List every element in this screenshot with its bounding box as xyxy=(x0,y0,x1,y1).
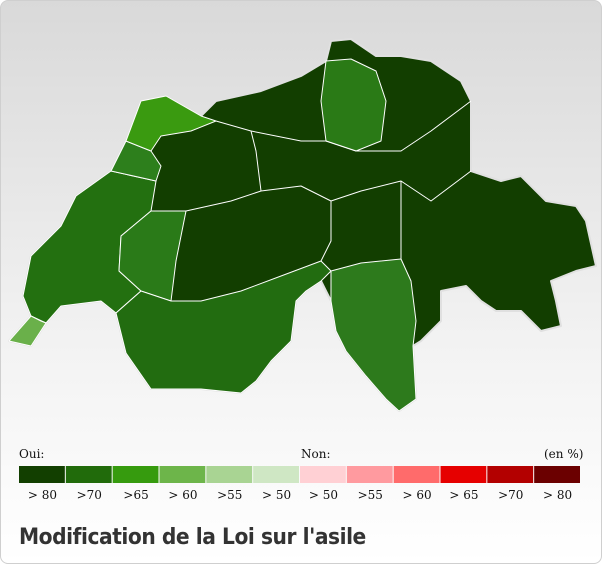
legend-yes: Oui: xyxy=(19,447,44,461)
legend: > 80 >70 >65 > 60 >55 > 50 > 50 >55 > 60 > 65 >70 >… xyxy=(19,466,580,502)
legend-label: > 50 xyxy=(262,488,291,502)
border xyxy=(320,201,332,262)
legend-swatch xyxy=(440,466,487,483)
title: Modification de la Loi sur l'asile xyxy=(19,525,366,550)
legend-swatch xyxy=(206,466,253,483)
legend-swatch xyxy=(253,466,299,483)
legend-swatch xyxy=(300,466,346,483)
legend-swatch xyxy=(346,466,393,483)
legend-label: >70 xyxy=(498,488,523,502)
cantons xyxy=(8,38,597,412)
legend-no: Non: xyxy=(301,447,331,461)
canton-fribourg xyxy=(118,210,187,302)
legend-label: > 80 xyxy=(543,488,572,502)
legend-label: > 80 xyxy=(28,488,57,502)
legend-label: >70 xyxy=(77,488,102,502)
canton-neuchatel xyxy=(110,140,162,182)
legend-swatch xyxy=(393,466,440,483)
legend-swatch xyxy=(534,466,580,483)
legend-label: > 50 xyxy=(309,488,338,502)
border xyxy=(250,100,472,152)
border xyxy=(215,120,262,192)
legend-label: > 60 xyxy=(168,488,197,502)
legend-swatch xyxy=(65,466,112,483)
legend-unit: (en %) xyxy=(544,447,583,461)
legend-label: > 65 xyxy=(449,488,478,502)
legend-label: >55 xyxy=(217,488,242,502)
legend-label: >55 xyxy=(358,488,383,502)
legend-swatch xyxy=(112,466,159,483)
legend-label: > 60 xyxy=(403,488,432,502)
canton-valais xyxy=(115,260,332,394)
legend-label: >65 xyxy=(123,488,148,502)
canton-zurich xyxy=(320,58,387,152)
legend-swatch xyxy=(159,466,206,483)
canton-geneva xyxy=(8,315,47,347)
legend-swatch xyxy=(487,466,534,483)
legend-swatch xyxy=(19,466,65,483)
canton-ticino xyxy=(330,258,417,412)
